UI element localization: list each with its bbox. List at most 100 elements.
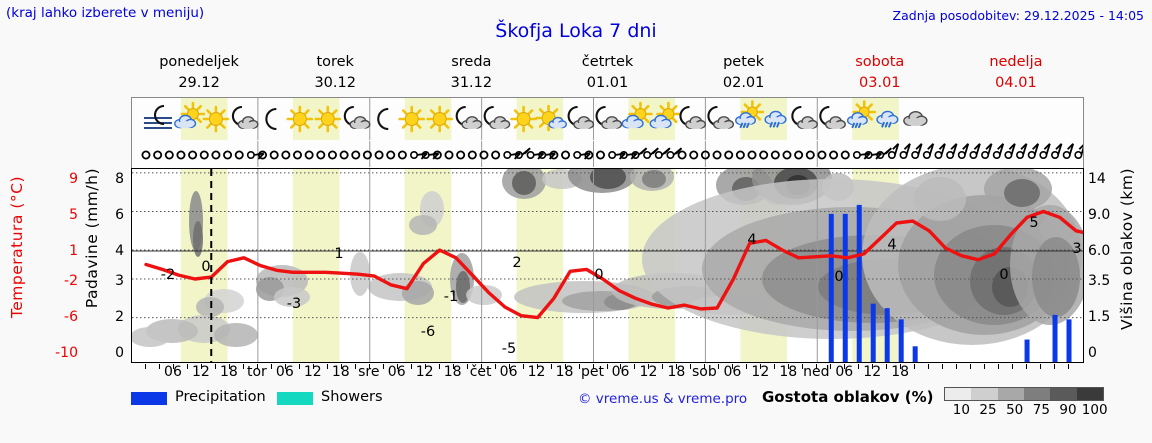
cloud-height-tick-1: 9.0 — [1088, 207, 1111, 223]
weather-icon-sun-cloud — [535, 104, 568, 132]
wind-calm-symbol — [561, 150, 571, 160]
cloud-density-tick: 100 — [1081, 402, 1108, 418]
x-axis-tick — [186, 364, 188, 369]
temperature-point-label: -6 — [421, 324, 435, 340]
precipitation-bar — [1052, 314, 1058, 362]
x-axis-tick — [872, 364, 874, 369]
precipitation-swatch — [131, 392, 167, 405]
precipitation-tick-5: 0 — [115, 345, 124, 361]
day-header-torek: torek 30.12 — [267, 52, 403, 96]
temperature-tick-2: 1 — [69, 243, 78, 259]
temperature-tick-4: -6 — [64, 309, 78, 325]
cloud-density-tick: 10 — [952, 402, 970, 418]
x-axis-label: 06 — [723, 364, 742, 380]
wind-calm-symbol — [432, 150, 442, 160]
x-axis-tick — [676, 364, 678, 369]
wind-calm-symbol — [747, 150, 757, 160]
x-axis-tick — [788, 364, 790, 369]
wind-calm-symbol — [829, 150, 839, 160]
location-menu-note[interactable]: (kraj lahko izberete v meniju) — [6, 5, 205, 21]
x-axis-tick — [718, 364, 720, 369]
temperature-point-label: 0 — [594, 267, 603, 283]
cloud-height-tick-0: 14 — [1088, 171, 1106, 187]
wind-barb-symbol — [1004, 143, 1016, 160]
x-axis-tick — [956, 364, 958, 369]
weather-icon-moon-cloud — [343, 105, 371, 130]
day-header-ponedeljek: ponedeljek 29.12 — [131, 52, 267, 96]
x-axis-label: 12 — [751, 364, 770, 380]
precipitation-tick-3: 3 — [115, 273, 124, 289]
cloud-density-colorbar — [944, 387, 1104, 401]
x-axis-tick — [578, 364, 580, 369]
wind-barb-band — [131, 141, 1084, 168]
wind-calm-symbol — [316, 150, 326, 160]
cloud-height-tick-3: 3.5 — [1088, 273, 1111, 289]
x-axis-tick — [508, 364, 510, 369]
weather-icon-cloud-rain — [764, 110, 787, 128]
x-axis-tick — [536, 364, 538, 369]
x-axis-tick — [256, 364, 258, 369]
x-axis-tick — [200, 364, 202, 369]
temperature-axis-title: Temperatura (°C) — [8, 176, 26, 319]
wind-calm-symbol — [479, 150, 489, 160]
x-axis-tick — [998, 364, 1000, 369]
temperature-point-label: 3 — [1072, 241, 1081, 257]
wind-barb-symbol — [1051, 143, 1063, 160]
x-axis-label: 18 — [219, 364, 238, 380]
wind-calm-symbol — [327, 150, 337, 160]
day-header-petek: petek 02.01 — [676, 52, 812, 96]
x-axis-tick — [298, 364, 300, 369]
x-axis-tick — [1040, 364, 1042, 369]
temperature-point-label: 4 — [747, 232, 756, 248]
temperature-point-label: -1 — [444, 289, 458, 305]
x-axis-label: 18 — [443, 364, 462, 380]
x-axis-tick — [522, 364, 524, 369]
cloud-density-step-5 — [1076, 388, 1103, 400]
day-name: petek — [723, 54, 765, 70]
weather-icon-moon-cloud — [819, 105, 846, 130]
x-axis-label: 06 — [499, 364, 518, 380]
wind-calm-symbol — [712, 150, 722, 160]
precipitation-bar — [884, 308, 890, 362]
cloud-density-step-1 — [971, 388, 998, 400]
x-axis-tick — [1012, 364, 1014, 369]
weather-icon-moon-cloud — [231, 105, 259, 130]
wind-barb-symbol — [946, 143, 958, 160]
wind-calm-symbol — [549, 150, 559, 160]
wind-barb-symbol — [887, 143, 900, 160]
x-axis-tick — [760, 364, 762, 369]
cloud-height-tick-4: 1.5 — [1088, 309, 1111, 325]
wind-calm-symbol — [141, 150, 151, 160]
x-axis-label: sre — [358, 364, 380, 380]
precipitation-tick-1: 6 — [115, 207, 124, 223]
x-axis-tick — [228, 364, 230, 369]
day-name: sobota — [855, 54, 905, 70]
x-axis-label: 18 — [667, 364, 686, 380]
cloud-density-step-2 — [997, 388, 1024, 400]
x-axis-tick — [942, 364, 944, 369]
wind-barb-symbol — [969, 143, 981, 160]
wind-barb-symbol — [514, 147, 531, 160]
precipitation-bar — [1024, 339, 1030, 362]
wind-barb-symbol — [631, 147, 648, 160]
x-axis-tick — [1068, 364, 1069, 369]
x-axis-tick — [816, 364, 818, 369]
weather-icon-sun — [286, 105, 314, 133]
x-axis-tick — [480, 364, 482, 369]
x-axis-tick — [970, 364, 972, 369]
x-axis-tick — [802, 364, 804, 369]
x-axis-label: tor — [246, 364, 267, 380]
wind-calm-symbol — [689, 150, 699, 160]
wind-calm-symbol — [596, 150, 606, 160]
x-axis-label: 12 — [303, 364, 322, 380]
wind-calm-symbol — [374, 150, 384, 160]
copyright-link[interactable]: © vreme.us & vreme.pro — [578, 391, 748, 407]
temperature-tick-3: -2 — [64, 273, 78, 289]
cloud-height-tick-5: 0 — [1088, 345, 1097, 361]
wind-barb-symbol — [1016, 143, 1028, 160]
x-axis-label: 18 — [779, 364, 798, 380]
x-axis-tick — [550, 364, 552, 369]
wind-calm-symbol — [362, 150, 372, 160]
weather-icon-moon — [265, 107, 277, 131]
temperature-point-label: 0 — [201, 259, 210, 275]
